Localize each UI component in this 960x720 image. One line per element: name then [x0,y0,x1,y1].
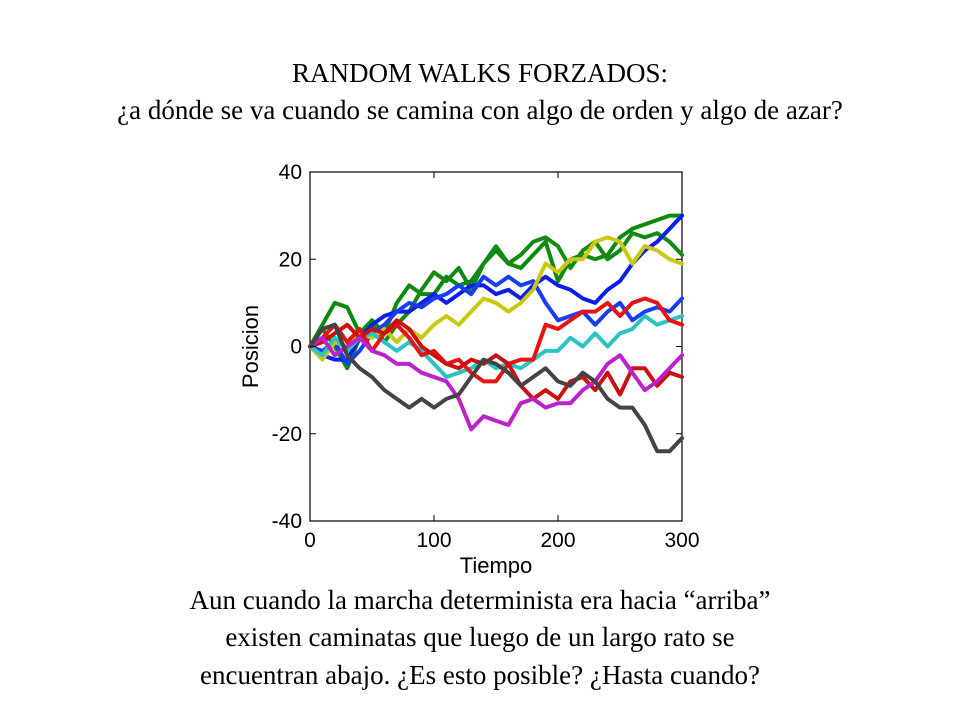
series-line-3 [308,213,684,362]
caption-line-1: Aun cuando la marcha determinista era ha… [189,585,771,615]
y-axis-label: Posicion [238,305,263,388]
caption-line-2: existen caminatas que luego de un largo … [225,622,735,652]
y-tick-label: 40 [279,161,302,184]
caption-line-3: encuentran abajo. ¿Es esto posible? ¿Has… [199,660,760,690]
slide-subtitle: ¿a dónde se va cuando se camina con algo… [117,95,843,125]
x-tick-label: 0 [304,529,316,552]
series-line-6 [308,314,684,379]
series-line-9 [308,335,684,432]
slide-title: RANDOM WALKS FORZADOS: [291,58,669,88]
series-layer [308,213,684,454]
series-line-8 [308,318,684,401]
series-line-10 [308,322,684,454]
x-tick-label: 200 [540,529,575,552]
plot-area [309,171,683,522]
plot-frame [309,171,683,522]
x-axis-label: Tiempo [460,553,533,578]
series-line-1 [308,213,684,349]
x-tick-label: 300 [664,529,699,552]
y-tick-label: 20 [279,248,302,271]
y-tick-label: -40 [272,510,302,533]
x-tick-label: 100 [416,529,451,552]
series-line-5 [308,235,684,362]
y-tick-label: 0 [290,336,302,359]
y-tick-label: -20 [272,423,302,446]
